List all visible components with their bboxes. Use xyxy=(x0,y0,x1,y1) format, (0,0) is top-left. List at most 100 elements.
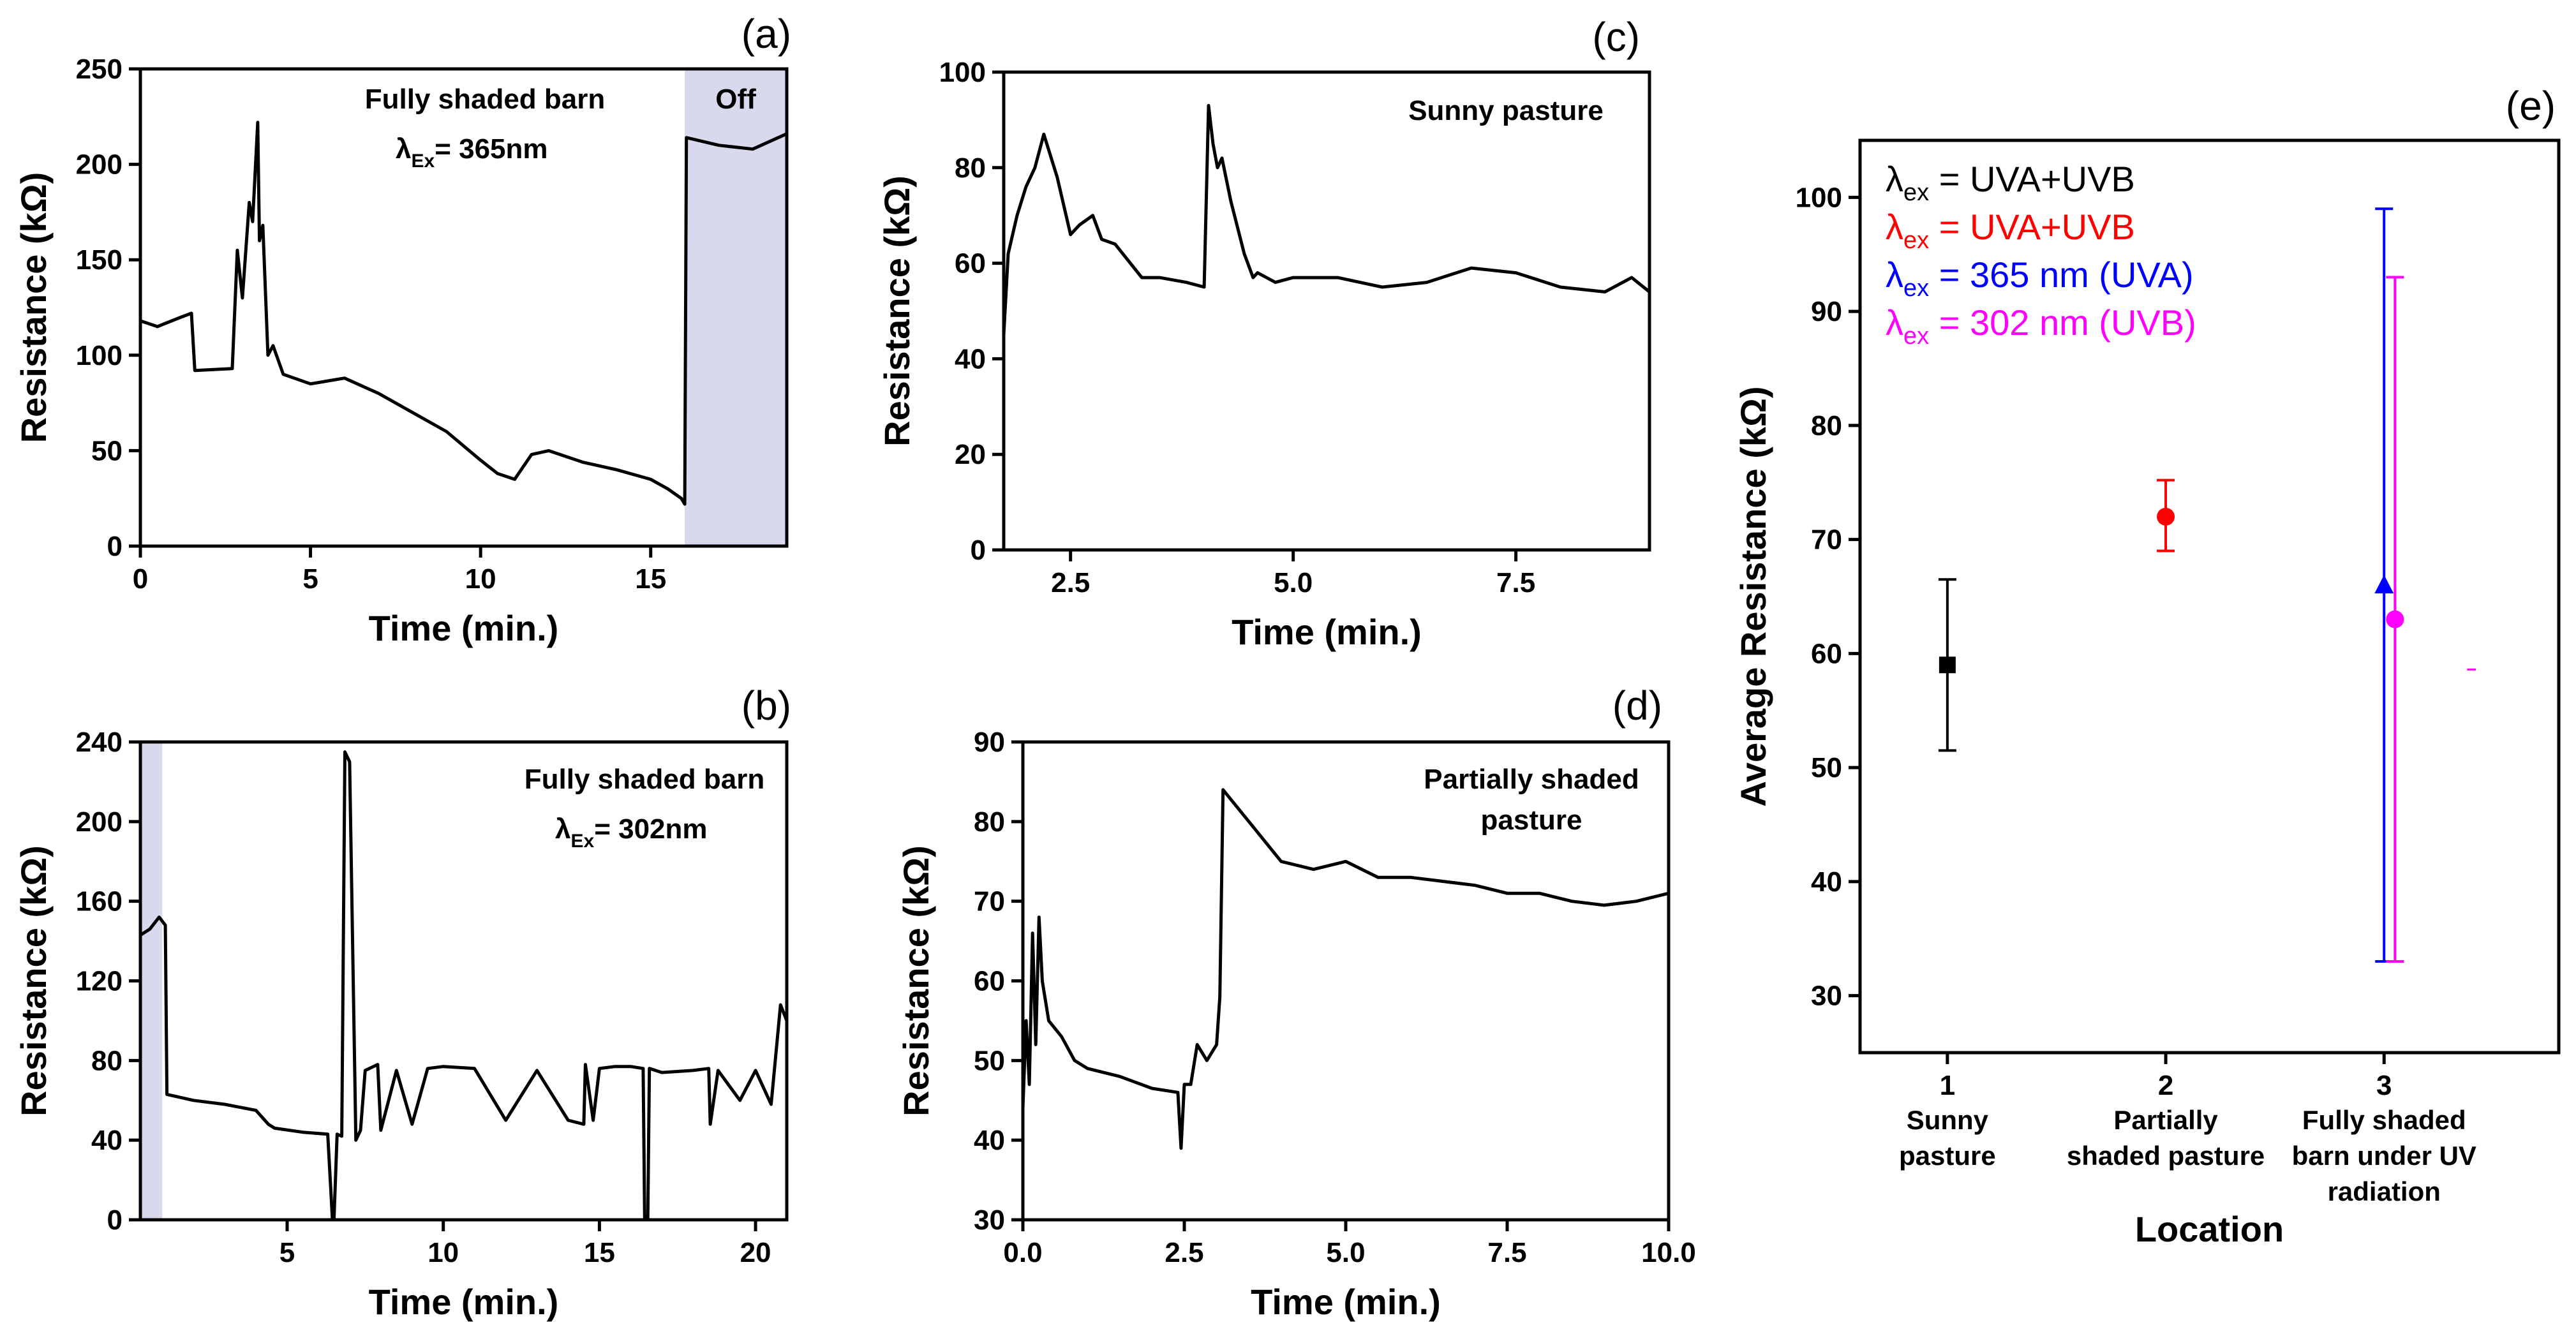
legend-entry: λex = UVA+UVB xyxy=(1886,207,2135,254)
y-tick-label: 20 xyxy=(955,439,986,470)
y-tick-label: 0 xyxy=(971,535,986,566)
panel-label: (e) xyxy=(2506,83,2556,129)
x-tick-label: 0 xyxy=(133,563,148,595)
plot-frame xyxy=(1858,138,2561,1055)
x-tick-label: 0.0 xyxy=(1003,1237,1042,1268)
annotation-title: Partially shaded xyxy=(1424,764,1639,795)
y-axis-label: Resistance (kΩ) xyxy=(877,175,917,447)
y-tick-label: 200 xyxy=(76,149,123,181)
y-tick-label: 40 xyxy=(1811,866,1842,898)
y-axis-label: Resistance (kΩ) xyxy=(896,845,936,1116)
x-tick-label: 20 xyxy=(740,1237,771,1268)
shaded-region-label: Off xyxy=(715,84,756,115)
x-tick-label: 5 xyxy=(302,563,318,595)
marker-circle xyxy=(2386,610,2404,628)
data-point-1 xyxy=(1938,578,1956,752)
x-tick-label: 2.5 xyxy=(1165,1237,1203,1268)
category-label: Partially xyxy=(2113,1105,2218,1135)
category-label: Fully shaded xyxy=(2302,1105,2466,1135)
y-tick-label: 100 xyxy=(939,57,986,88)
data-trace xyxy=(1021,788,1669,1150)
y-axis-label: Resistance (kΩ) xyxy=(13,172,54,443)
y-tick-label: 70 xyxy=(1811,524,1842,556)
marker-square xyxy=(1939,656,1956,674)
y-tick-label: 0 xyxy=(107,1204,123,1236)
y-tick-label: 70 xyxy=(974,886,1005,917)
panel-label: (b) xyxy=(741,683,791,729)
x-tick-label: 2.5 xyxy=(1051,567,1090,598)
x-tick-label: 1 xyxy=(1940,1070,1955,1101)
panel-label: (a) xyxy=(741,11,791,57)
y-tick-label: 60 xyxy=(1811,638,1842,669)
y-tick-label: 90 xyxy=(974,727,1005,758)
x-tick-label: 7.5 xyxy=(1496,567,1535,598)
x-tick-label: 2 xyxy=(2158,1070,2173,1101)
y-tick-label: 200 xyxy=(76,806,123,838)
y-tick-label: 30 xyxy=(974,1204,1005,1236)
x-tick-label: 10 xyxy=(465,563,496,595)
chart-panel-a: Off 0 50 100 150 200 250 0 5 10 15 Time (min.) Resis… xyxy=(13,11,791,648)
y-tick-label: 60 xyxy=(974,966,1005,997)
y-tick-label: 30 xyxy=(1811,981,1842,1012)
y-tick-label: 90 xyxy=(1811,296,1842,327)
x-tick-label: 10.0 xyxy=(1641,1237,1696,1268)
annotation-title: Fully shaded barn xyxy=(525,764,765,795)
annotation-lambda: λEx= 302nm xyxy=(555,813,708,852)
data-point-3 xyxy=(2374,207,2394,963)
marker-circle xyxy=(2157,507,2175,526)
y-tick-label: 80 xyxy=(974,806,1005,838)
y-tick-label: 160 xyxy=(76,886,123,917)
chart-panel-d: 30 40 50 60 70 80 90 0.0 2.5 5.0 7.5 10.0 Time (min.… xyxy=(896,683,1696,1322)
category-label: shaded pasture xyxy=(2067,1141,2265,1171)
plot-frame xyxy=(138,67,789,548)
data-trace xyxy=(1002,103,1651,336)
y-tick-label: 250 xyxy=(76,54,123,85)
x-axis-label: Time (min.) xyxy=(369,608,559,648)
x-axis-label: Time (min.) xyxy=(369,1282,559,1322)
y-tick-label: 100 xyxy=(1796,182,1842,213)
y-tick-label: 80 xyxy=(1811,410,1842,441)
category-label: barn under UV xyxy=(2292,1141,2476,1171)
y-tick-label: 100 xyxy=(76,340,123,371)
x-axis-label: Location xyxy=(2135,1209,2284,1249)
marker-triangle xyxy=(2374,575,2394,594)
x-axis-label: Time (min.) xyxy=(1251,1282,1441,1322)
x-tick-label: 15 xyxy=(584,1237,615,1268)
y-tick-label: 120 xyxy=(76,966,123,997)
panel-label: (c) xyxy=(1592,14,1640,60)
legend-entry: λex = 365 nm (UVA) xyxy=(1886,255,2194,302)
shaded-region xyxy=(140,742,163,1220)
y-tick-label: 80 xyxy=(955,152,986,184)
x-axis-label: Time (min.) xyxy=(1232,612,1422,652)
x-tick-label: 7.5 xyxy=(1487,1237,1526,1268)
data-point-4 xyxy=(2386,276,2404,963)
data-trace xyxy=(139,750,789,1222)
panel-label: (d) xyxy=(1612,683,1662,729)
y-tick-label: 0 xyxy=(107,531,123,562)
chart-panel-b: 0 40 80 120 160 200 240 5 10 15 20 Time (min.) Resis… xyxy=(13,683,791,1322)
y-tick-label: 40 xyxy=(91,1125,123,1156)
x-tick-label: 10 xyxy=(428,1237,459,1268)
x-tick-label: 3 xyxy=(2376,1070,2392,1101)
y-tick-label: 50 xyxy=(91,435,123,466)
annotation-title: Fully shaded barn xyxy=(365,84,606,115)
y-axis-label: Average Resistance (kΩ) xyxy=(1733,386,1773,806)
y-tick-label: 80 xyxy=(91,1045,123,1076)
category-label: pasture xyxy=(1899,1141,1996,1171)
legend-entry: λex = 302 nm (UVB) xyxy=(1886,302,2196,350)
y-tick-label: 40 xyxy=(955,343,986,374)
x-tick-label: 5 xyxy=(279,1237,295,1268)
y-tick-label: 50 xyxy=(974,1045,1005,1076)
plot-frame xyxy=(1002,70,1651,552)
x-tick-label: 5.0 xyxy=(1326,1237,1365,1268)
category-label: Sunny xyxy=(1907,1105,1989,1135)
y-tick-label: 240 xyxy=(76,727,123,758)
y-tick-label: 40 xyxy=(974,1125,1005,1156)
legend-entry: λex = UVA+UVB xyxy=(1886,159,2135,206)
data-point-2 xyxy=(2157,478,2175,552)
y-axis-label: Resistance (kΩ) xyxy=(13,845,54,1116)
x-tick-label: 5.0 xyxy=(1274,567,1313,598)
chart-panel-c: 0 20 40 60 80 100 2.5 5.0 7.5 Time (min.) Resistan… xyxy=(877,14,1651,652)
annotation-title: Sunny pasture xyxy=(1408,95,1604,126)
